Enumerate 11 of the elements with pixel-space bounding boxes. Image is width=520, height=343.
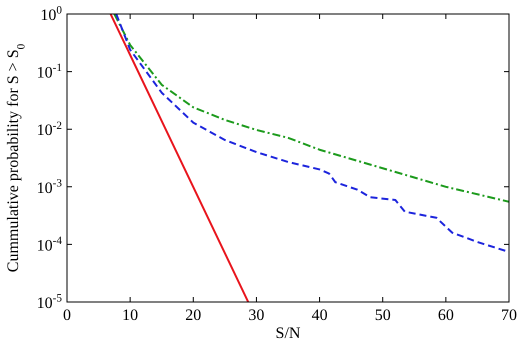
x-tick-label: 20	[185, 307, 202, 324]
x-tick-label: 50	[374, 307, 391, 324]
line-series	[113, 14, 509, 203]
x-axis-title: S/N	[276, 325, 301, 342]
x-tick-label: 70	[501, 307, 517, 324]
x-tick-label: 60	[438, 307, 454, 324]
x-tick-label: 0	[63, 307, 71, 324]
x-tick-label: 30	[248, 307, 264, 324]
x-tick-label: 40	[312, 307, 328, 324]
y-axis-title: Cummulative probability for S > S0	[5, 43, 28, 272]
x-tick-label: 10	[122, 307, 138, 324]
